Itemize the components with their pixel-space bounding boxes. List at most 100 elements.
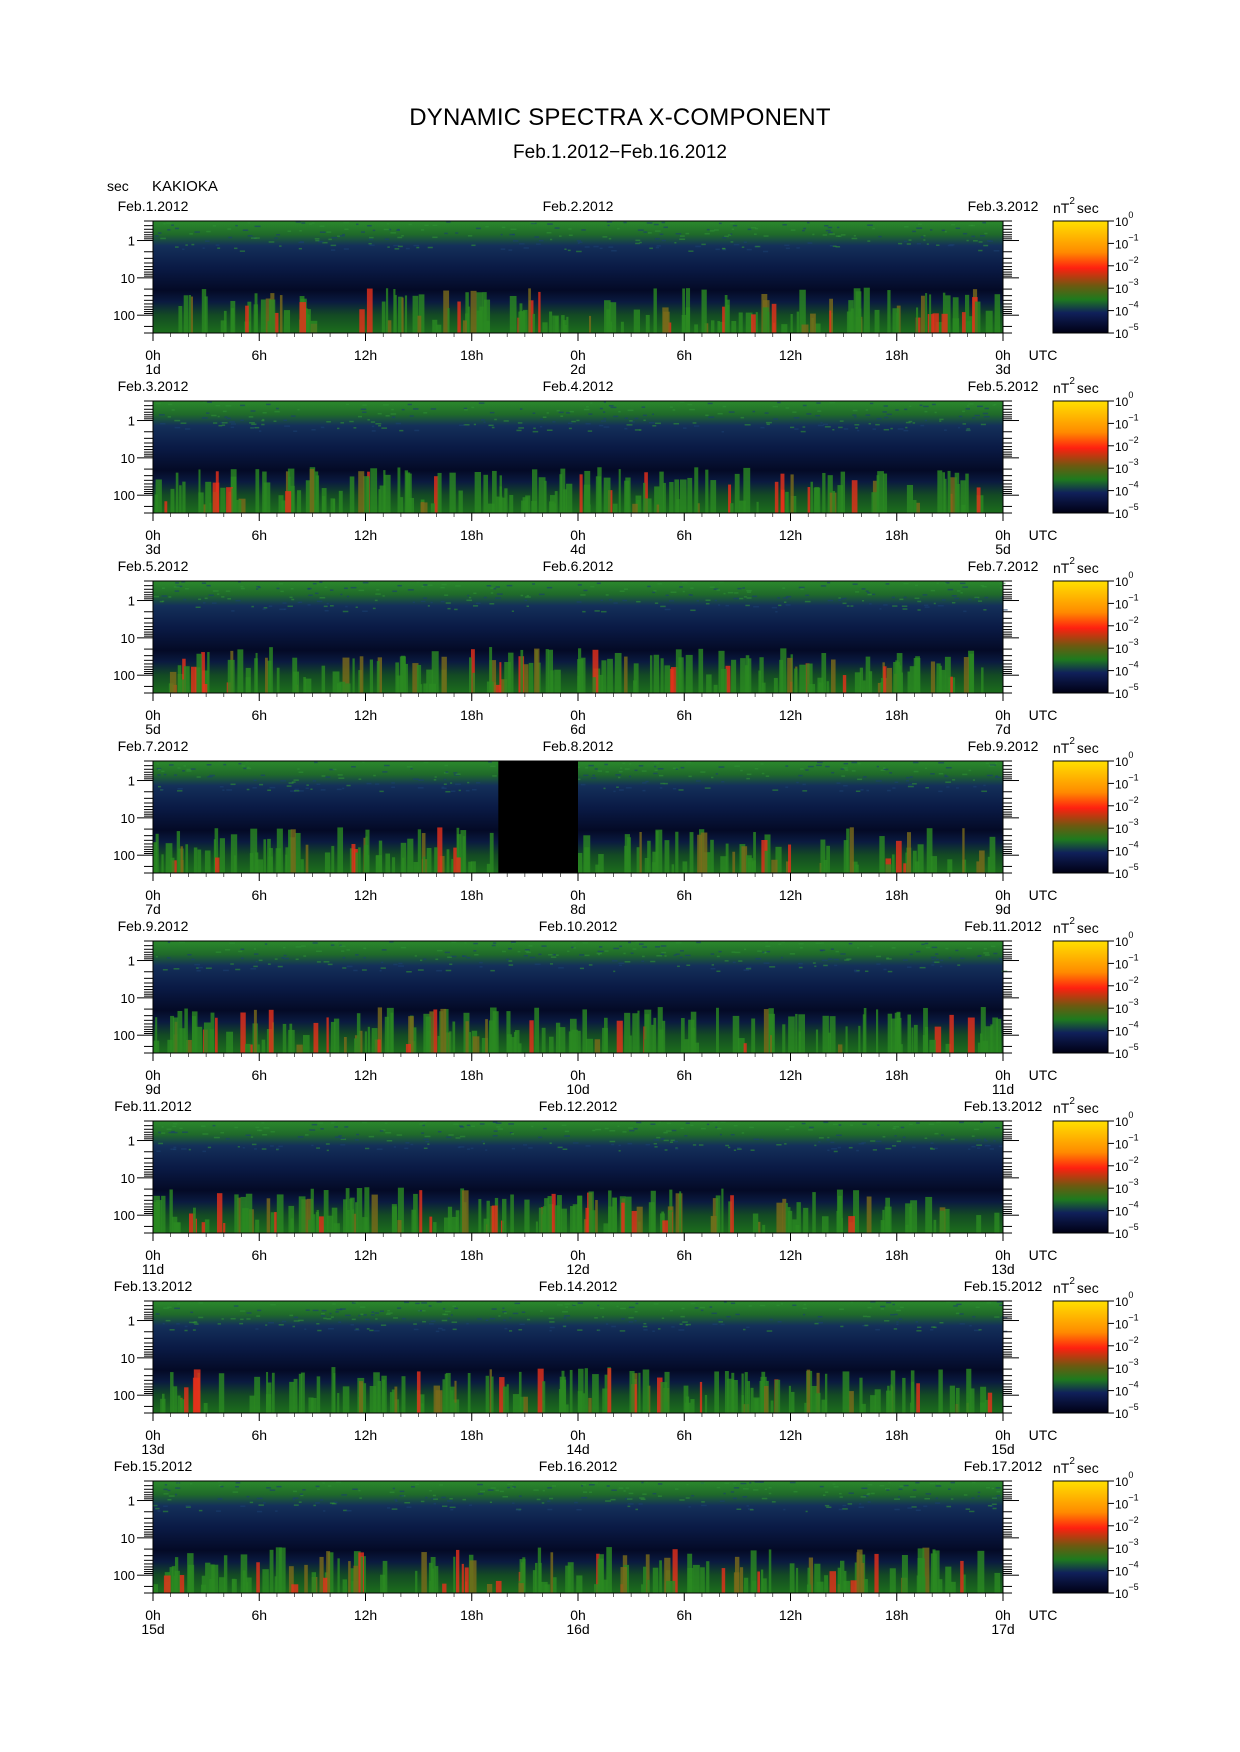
x-tick-label: 6h <box>251 1607 267 1623</box>
colorbar-tick-label: 100 <box>1115 1290 1133 1309</box>
y-unit-label: sec <box>107 178 129 194</box>
x-tick-label: 6h <box>676 1607 692 1623</box>
x-tick-label: 18h <box>460 1427 483 1443</box>
x-tick-label: 12h <box>354 1247 377 1263</box>
x-tick-label: 12h <box>779 707 802 723</box>
x-tick-label: 0h <box>145 887 161 903</box>
utc-label: UTC <box>1029 347 1058 363</box>
colorbar-tick-label: 10−4 <box>1115 840 1139 859</box>
spectrum-panel: Feb.15.2012 Feb.16.2012 Feb.17.2012 1 10 100 0… <box>113 1456 1138 1637</box>
colorbar-tick-label: 100 <box>1115 570 1133 589</box>
x-tick-label: 6h <box>251 707 267 723</box>
y-tick-label: 1 <box>128 234 135 249</box>
day-label: 13d <box>991 1261 1014 1277</box>
colorbar-tick-label: 10−3 <box>1115 997 1139 1016</box>
colorbar-tick-label: 10−1 <box>1115 952 1139 971</box>
x-tick-label: 0h <box>995 1427 1011 1443</box>
colorbar-unit: nT2 sec <box>1053 1096 1099 1116</box>
x-tick-label: 6h <box>676 1247 692 1263</box>
y-tick-label: 10 <box>121 451 135 466</box>
date-label: Feb.12.2012 <box>539 1098 618 1114</box>
y-tick-label: 1 <box>128 954 135 969</box>
colorbar-tick-label: 10−3 <box>1115 1357 1139 1376</box>
colorbar-tick-label: 100 <box>1115 930 1133 949</box>
utc-label: UTC <box>1029 1427 1058 1443</box>
spectrum-panel: Feb.3.2012 Feb.4.2012 Feb.5.2012 1 10 100 0h 6h… <box>113 376 1138 557</box>
day-label: 4d <box>570 541 586 557</box>
day-label: 9d <box>995 901 1011 917</box>
day-label: 15d <box>991 1441 1014 1457</box>
x-tick-label: 12h <box>354 887 377 903</box>
y-tick-label: 100 <box>113 1028 135 1043</box>
day-label: 9d <box>145 1081 161 1097</box>
x-tick-label: 0h <box>145 347 161 363</box>
colorbar-tick-label: 10−5 <box>1115 1222 1139 1241</box>
colorbar <box>1052 1120 1109 1234</box>
x-tick-label: 18h <box>885 1607 908 1623</box>
x-tick-label: 6h <box>676 527 692 543</box>
date-label: Feb.5.2012 <box>968 378 1039 394</box>
x-tick-label: 18h <box>885 707 908 723</box>
page-title: DYNAMIC SPECTRA X-COMPONENT <box>409 104 831 131</box>
x-tick-label: 0h <box>145 1427 161 1443</box>
x-tick-label: 0h <box>570 527 586 543</box>
colorbar <box>1052 940 1109 1054</box>
x-tick-label: 0h <box>570 1067 586 1083</box>
y-tick-label: 10 <box>121 631 135 646</box>
x-tick-label: 18h <box>885 887 908 903</box>
x-tick-label: 18h <box>460 527 483 543</box>
x-tick-label: 12h <box>354 1067 377 1083</box>
colorbar <box>1052 220 1109 334</box>
colorbar-unit: nT2 sec <box>1053 196 1099 216</box>
date-label: Feb.2.2012 <box>543 198 614 214</box>
date-label: Feb.17.2012 <box>964 1458 1043 1474</box>
x-tick-label: 0h <box>570 1247 586 1263</box>
x-tick-label: 0h <box>145 1067 161 1083</box>
x-tick-label: 6h <box>251 1067 267 1083</box>
colorbar-unit: nT2 sec <box>1053 916 1099 936</box>
y-tick-label: 1 <box>128 1494 135 1509</box>
day-label: 11d <box>992 1081 1014 1097</box>
colorbar-tick-label: 10−3 <box>1115 277 1139 296</box>
day-label: 11d <box>142 1261 164 1277</box>
day-label: 17d <box>991 1621 1014 1637</box>
colorbar-tick-label: 10−5 <box>1115 1042 1139 1061</box>
x-tick-label: 6h <box>676 1427 692 1443</box>
colorbar-tick-label: 100 <box>1115 210 1133 229</box>
y-tick-label: 10 <box>121 811 135 826</box>
utc-label: UTC <box>1029 1607 1058 1623</box>
date-label: Feb.7.2012 <box>968 558 1039 574</box>
x-tick-label: 12h <box>354 707 377 723</box>
colorbar-tick-label: 10−4 <box>1115 1380 1139 1399</box>
spectrum-panel: Feb.5.2012 Feb.6.2012 Feb.7.2012 1 10 100 0h 6h… <box>113 556 1138 737</box>
day-label: 3d <box>995 361 1011 377</box>
y-tick-label: 10 <box>121 1351 135 1366</box>
day-label: 7d <box>145 901 161 917</box>
x-tick-label: 0h <box>995 527 1011 543</box>
date-label: Feb.5.2012 <box>118 558 189 574</box>
x-tick-label: 12h <box>779 1067 802 1083</box>
x-tick-label: 0h <box>145 1607 161 1623</box>
day-label: 12d <box>566 1261 589 1277</box>
colorbar <box>1052 1300 1109 1414</box>
colorbar <box>1052 400 1109 514</box>
colorbar-tick-label: 10−2 <box>1115 1515 1139 1534</box>
colorbar-unit: nT2 sec <box>1053 736 1099 756</box>
date-label: Feb.3.2012 <box>118 378 189 394</box>
colorbar-tick-label: 10−3 <box>1115 637 1139 656</box>
y-tick-label: 100 <box>113 1208 135 1223</box>
x-tick-label: 0h <box>995 347 1011 363</box>
y-tick-label: 10 <box>121 1531 135 1546</box>
colorbar-tick-label: 10−4 <box>1115 1020 1139 1039</box>
x-tick-label: 18h <box>460 1607 483 1623</box>
colorbar-tick-label: 10−4 <box>1115 660 1139 679</box>
x-tick-label: 0h <box>995 707 1011 723</box>
date-label: Feb.13.2012 <box>114 1278 193 1294</box>
day-label: 1d <box>145 361 161 377</box>
date-label: Feb.8.2012 <box>543 738 614 754</box>
colorbar-tick-label: 10−4 <box>1115 1560 1139 1579</box>
x-tick-label: 18h <box>460 1067 483 1083</box>
y-tick-label: 1 <box>128 1134 135 1149</box>
x-tick-label: 6h <box>251 527 267 543</box>
